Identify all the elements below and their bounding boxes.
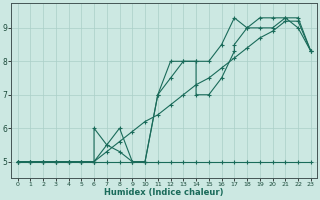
X-axis label: Humidex (Indice chaleur): Humidex (Indice chaleur) (104, 188, 224, 197)
